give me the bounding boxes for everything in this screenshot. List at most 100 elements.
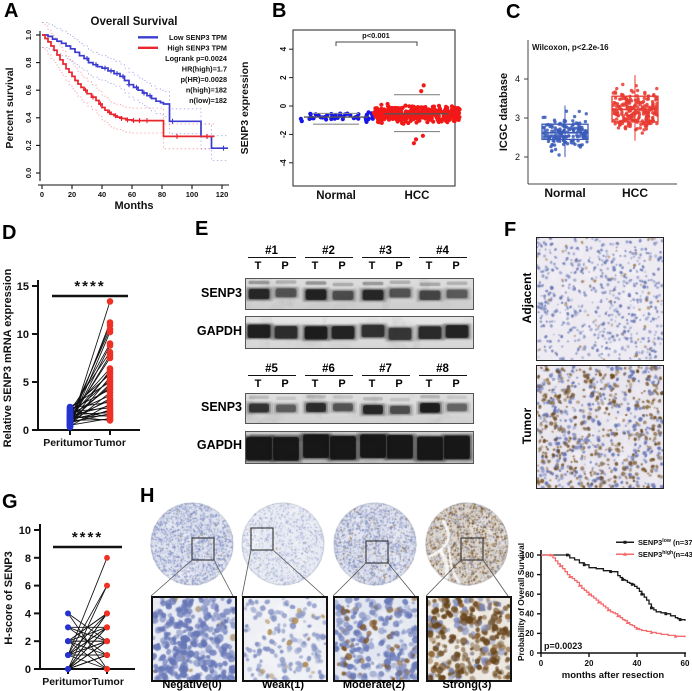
svg-text:2: 2 — [515, 152, 520, 162]
wb-lane-label: P — [395, 260, 403, 272]
panel-d-paired-chart: 0 5 10 15 **** Peritumor Tumor Relative SENP3 m… — [2, 268, 140, 449]
panel-g-paired-chart: 0 2 4 6 8 10 **** Peritumor Tumor H-score of SENP… — [3, 524, 135, 688]
svg-text:10: 10 — [19, 525, 31, 537]
panel-label-d: D — [2, 222, 17, 244]
svg-text:****: **** — [74, 278, 105, 295]
svg-text:0: 0 — [25, 664, 31, 676]
wb-lane-label: T — [425, 260, 433, 272]
svg-text:0: 0 — [279, 103, 288, 108]
svg-text:n(high)=182: n(high)=182 — [186, 86, 227, 95]
ihc-score-label: Strong(3) — [442, 679, 492, 691]
svg-text:5: 5 — [23, 377, 29, 389]
panel-a-survival-chart: 0.0 0.2 0.4 0.6 0.8 1.0 0 20 40 60 80 100 120 Overall… — [4, 16, 229, 212]
svg-text:20: 20 — [525, 629, 534, 638]
svg-text:-2: -2 — [279, 130, 288, 138]
wb-row-label-gapdh: GAPDH — [196, 324, 242, 338]
wb-sample-label: #1 — [247, 245, 296, 258]
wb-lane-label: T — [368, 378, 376, 390]
svg-text:120: 120 — [216, 190, 229, 199]
svg-text:2: 2 — [279, 75, 288, 80]
svg-text:80: 80 — [158, 190, 166, 199]
panel-label-e: E — [195, 218, 209, 240]
svg-text:Low SENP3 TPM: Low SENP3 TPM — [169, 33, 227, 42]
svg-text:8: 8 — [25, 553, 31, 565]
western-blot-senp3-group2 — [245, 393, 474, 424]
wb-sample-label: #6 — [304, 363, 353, 376]
svg-text:4: 4 — [25, 608, 32, 620]
svg-text:60: 60 — [681, 659, 690, 668]
svg-text:Peritumor: Peritumor — [43, 437, 93, 449]
svg-text:High SENP3 TPM: High SENP3 TPM — [167, 44, 227, 53]
tma-core-weak — [241, 502, 325, 586]
svg-text:6: 6 — [25, 581, 31, 593]
western-blot-gapdh-group1 — [245, 316, 474, 349]
svg-text:SENP3 expression: SENP3 expression — [239, 62, 251, 155]
panel-label-c: C — [506, 1, 521, 23]
svg-text:4: 4 — [515, 74, 520, 84]
wb-row-label-gapdh: GAPDH — [196, 438, 242, 452]
svg-text:ICGC database: ICGC database — [498, 73, 510, 151]
tma-core-strong — [425, 502, 509, 586]
ihc-score-label: Negative(0) — [162, 679, 222, 691]
svg-text:0.2: 0.2 — [24, 140, 33, 150]
svg-text:H-score of SENP3: H-score of SENP3 — [3, 551, 15, 645]
svg-text:0: 0 — [23, 425, 29, 437]
svg-text:p(HR)=0.0028: p(HR)=0.0028 — [181, 75, 227, 84]
svg-text:40: 40 — [98, 190, 106, 199]
svg-text:20: 20 — [68, 190, 76, 199]
wb-lane-label: P — [452, 378, 460, 390]
western-blot-gapdh-group2 — [245, 431, 474, 464]
svg-text:Normal: Normal — [544, 186, 585, 200]
svg-text:10: 10 — [17, 329, 29, 341]
ihc-image-adjacent — [536, 237, 664, 361]
ihc-score-label: Moderate(2) — [342, 679, 406, 691]
ihc-score-label: Weak(1) — [262, 679, 304, 691]
svg-text:0.4: 0.4 — [24, 112, 33, 123]
svg-text:2: 2 — [25, 636, 31, 648]
wb-sample-label: #5 — [247, 363, 296, 376]
wb-sample-label: #4 — [418, 245, 467, 258]
svg-text:Logrank p=0.0024: Logrank p=0.0024 — [165, 54, 228, 63]
wb-lane-label: P — [395, 378, 403, 390]
tma-core-moderate — [333, 502, 417, 586]
svg-text:0: 0 — [530, 649, 535, 658]
svg-text:0: 0 — [40, 190, 44, 199]
svg-text:3: 3 — [515, 113, 520, 123]
wb-sample-label: #8 — [418, 363, 467, 376]
svg-text:40: 40 — [633, 659, 642, 668]
svg-text:HCC: HCC — [405, 190, 430, 202]
svg-text:80: 80 — [525, 570, 534, 579]
svg-text:4: 4 — [279, 46, 288, 51]
svg-text:Tumor: Tumor — [92, 676, 124, 688]
svg-text:100: 100 — [186, 190, 199, 199]
svg-text:Wilcoxon, p<2.2e-16: Wilcoxon, p<2.2e-16 — [532, 43, 609, 52]
svg-text:Normal: Normal — [316, 190, 356, 202]
svg-text:60: 60 — [525, 590, 534, 599]
wb-lane-label: T — [254, 378, 262, 390]
wb-sample-label: #2 — [304, 245, 353, 258]
svg-text:months after resection: months after resection — [562, 670, 665, 681]
western-blot-senp3-group1 — [245, 278, 474, 310]
wb-row-label-senp3: SENP3 — [201, 400, 242, 414]
wb-sample-label: #7 — [361, 363, 410, 376]
wb-row-label-senp3: SENP3 — [201, 286, 242, 300]
svg-text:60: 60 — [128, 190, 136, 199]
panel-label-b: B — [272, 0, 287, 22]
panel-b-strip-chart: -4 -2 0 2 4 Normal HCC p<0.001 SENP3 expression — [239, 29, 462, 202]
svg-text:n(low)=182: n(low)=182 — [189, 96, 227, 105]
wb-lane-label: P — [281, 260, 289, 272]
svg-text:SENP3high(n=43): SENP3high(n=43) — [638, 550, 692, 559]
svg-text:Months: Months — [114, 200, 153, 212]
svg-text:Tumor: Tumor — [94, 437, 126, 449]
svg-text:HR(high)=1.7: HR(high)=1.7 — [182, 65, 227, 74]
svg-text:Percent survival: Percent survival — [4, 67, 16, 148]
svg-text:100: 100 — [521, 551, 535, 560]
ihc-label-adjacent: Adjacent — [520, 272, 534, 324]
wb-sample-label: #3 — [361, 245, 410, 258]
panel-label-f: F — [504, 219, 517, 241]
svg-text:Peritumor: Peritumor — [42, 676, 92, 688]
wb-lane-label: P — [281, 378, 289, 390]
wb-lane-label: T — [311, 260, 319, 272]
wb-lane-label: P — [338, 378, 346, 390]
